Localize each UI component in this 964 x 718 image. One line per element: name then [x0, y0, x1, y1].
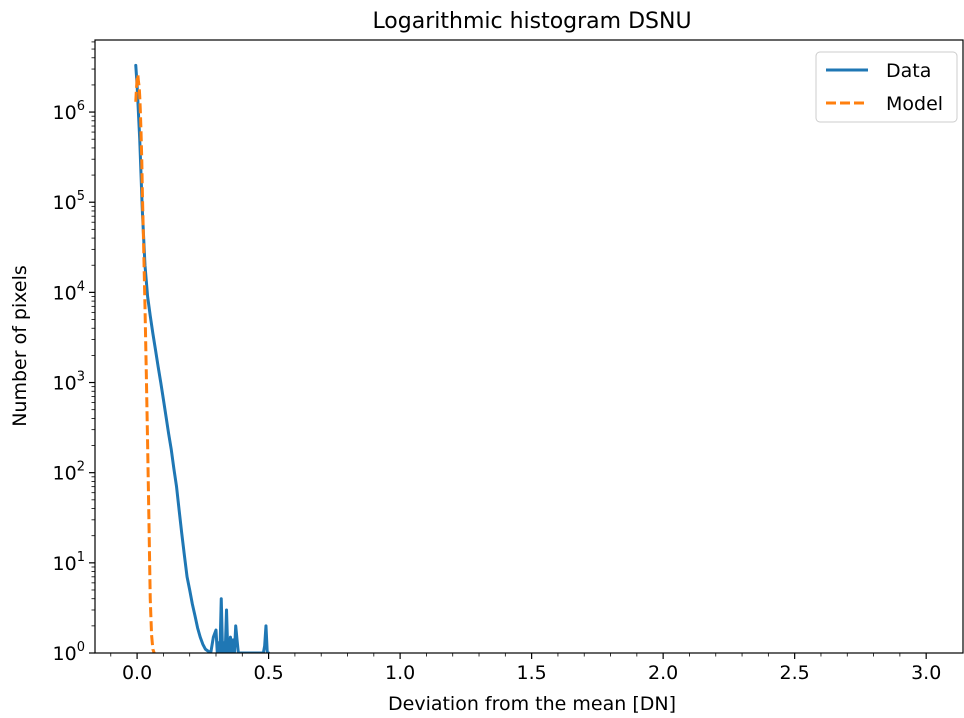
x-axis-label: Deviation from the mean [DN] [388, 693, 676, 715]
x-tick-label: 2.5 [780, 662, 810, 684]
x-axis: 0.0 0.5 1.0 1.5 2.0 2.5 3.0 [110, 653, 941, 684]
legend-model-label: Model [886, 93, 943, 115]
series-line-data [134, 63, 271, 653]
y-tick-label: 105 [53, 189, 85, 214]
series-layer [134, 63, 271, 653]
y-tick-label: 100 [53, 640, 85, 665]
x-tick-label: 1.0 [385, 662, 415, 684]
legend: Data Model [815, 51, 958, 123]
x-tick-label: 0.5 [253, 662, 283, 684]
y-axis-label: Number of pixels [9, 265, 31, 427]
y-tick-label: 104 [53, 279, 85, 304]
y-tick-label: 102 [53, 460, 85, 485]
y-tick-label: 101 [53, 550, 85, 575]
y-axis: 100 101 102 103 104 105 106 [53, 41, 95, 665]
x-tick-label: 0.0 [122, 662, 152, 684]
y-tick-label: 103 [53, 370, 85, 395]
legend-data-label: Data [886, 60, 931, 82]
y-tick-label: 106 [53, 99, 85, 124]
series-line-model [134, 73, 156, 653]
x-tick-label: 3.0 [911, 662, 941, 684]
x-tick-label: 2.0 [648, 662, 678, 684]
chart-title: Logarithmic histogram DSNU [372, 9, 691, 34]
plot-frame [94, 39, 964, 654]
x-tick-label: 1.5 [517, 662, 547, 684]
